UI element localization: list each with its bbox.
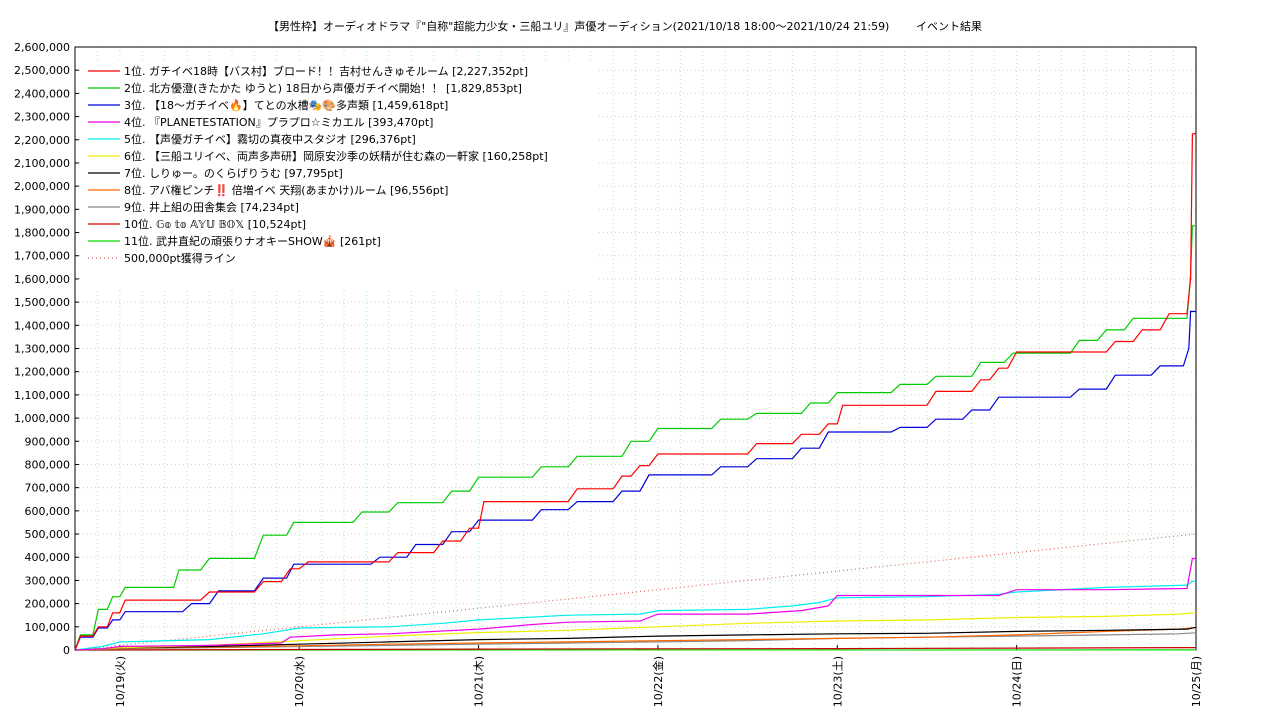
x-tick-label: 10/21(木) xyxy=(473,656,486,707)
y-tick-label: 2,300,000 xyxy=(14,111,70,124)
series-line-10 xyxy=(74,647,1197,651)
series-line-5 xyxy=(74,580,1197,651)
legend-label: 4位. 『PLANETESTATION』プラプロ☆ミカエル [393,470pt… xyxy=(124,115,433,129)
y-tick-label: 100,000 xyxy=(25,621,71,634)
legend-label: 7位. しりゅー。のくらげりうむ [97,795pt] xyxy=(124,166,343,180)
legend-label: 1位. ガチイベ18時【バス村】ブロード！！吉村せんきゅそルーム [2,227,… xyxy=(124,64,528,78)
series-lines xyxy=(74,132,1197,651)
y-tick-label: 1,600,000 xyxy=(14,273,70,286)
y-tick-label: 1,200,000 xyxy=(14,366,70,379)
legend-label: 500,000pt獲得ライン xyxy=(124,252,236,265)
y-tick-label: 0 xyxy=(63,644,70,657)
legend-label: 10位. 𝔾𝕠 𝕥𝕠 𝔸𝕐𝕌 𝔹𝕆𝕏 [10,524pt] xyxy=(124,217,306,231)
y-axis: 0 100,000 200,000 300,000 400,000 500,000 600,… xyxy=(14,41,79,657)
legend: 1位. ガチイベ18時【バス村】ブロード！！吉村せんきゅそルーム [2,227,… xyxy=(80,62,597,290)
y-tick-label: 1,800,000 xyxy=(14,227,70,240)
y-tick-label: 1,100,000 xyxy=(14,389,70,402)
legend-label: 6位. 【三船ユリイベ、両声多声研】岡原安沙季の妖精が住む森の一軒家 [160,… xyxy=(124,149,548,163)
series-line-4 xyxy=(74,557,1197,651)
series-line-2 xyxy=(74,225,1197,651)
y-tick-label: 1,900,000 xyxy=(14,203,70,216)
y-tick-label: 1,500,000 xyxy=(14,296,70,309)
y-tick-label: 200,000 xyxy=(25,598,71,611)
y-tick-label: 2,600,000 xyxy=(14,41,70,54)
x-tick-label: 10/22(金) xyxy=(651,656,665,707)
chart-title: 【男性枠】オーディオドラマ『"自称"超能力少女・三船ユリ』声優オーディション(2… xyxy=(268,19,889,33)
x-tick-label: 10/23(土) xyxy=(831,656,844,707)
y-tick-label: 600,000 xyxy=(25,505,71,518)
series-line-7 xyxy=(74,626,1197,651)
y-tick-label: 1,400,000 xyxy=(14,319,70,332)
y-tick-label: 2,200,000 xyxy=(14,134,70,147)
legend-label: 11位. 武井直紀の頑張りナオキーSHOW🎪 [261pt] xyxy=(124,234,381,248)
y-tick-label: 2,500,000 xyxy=(14,64,70,77)
y-tick-label: 1,700,000 xyxy=(14,250,70,263)
series-line-8 xyxy=(74,627,1197,651)
legend-label: 8位. アバ権ピンチ‼️ 倍増イベ 天翔(あまかけ)ルーム [96,556pt] xyxy=(124,183,448,197)
series-line-3 xyxy=(74,310,1197,651)
y-tick-label: 800,000 xyxy=(25,458,71,471)
x-tick-label: 10/20(水) xyxy=(293,656,306,707)
y-tick-label: 500,000 xyxy=(25,528,71,541)
y-tick-label: 700,000 xyxy=(25,482,71,495)
legend-label: 5位. 【声優ガチイベ】霧切の真夜中スタジオ [296,376pt] xyxy=(124,132,416,146)
y-tick-label: 400,000 xyxy=(25,551,71,564)
y-tick-label: 2,100,000 xyxy=(14,157,70,170)
legend-label: 2位. 北方優澄(きたかた ゆうと) 18日から声優ガチイベ開始！！ [1,82… xyxy=(124,81,522,95)
x-tick-label: 10/19(火) xyxy=(114,656,127,707)
y-tick-label: 1,000,000 xyxy=(14,412,70,425)
x-axis: 10/19(火) 10/20(水) 10/21(木) 10/22(金) 10/23(土)… xyxy=(114,645,1203,707)
legend-label: 3位. 【18〜ガチイベ🔥】てとの水槽🎭🎨多声類 [1,459,618pt] xyxy=(124,98,448,112)
y-tick-label: 2,000,000 xyxy=(14,180,70,193)
y-tick-label: 300,000 xyxy=(25,574,71,587)
x-tick-label: 10/24(日) xyxy=(1011,656,1024,707)
chart-subtitle: イベント結果 xyxy=(916,19,982,33)
y-tick-label: 900,000 xyxy=(25,435,71,448)
x-tick-label: 10/25(月) xyxy=(1190,656,1203,707)
y-tick-label: 2,400,000 xyxy=(14,87,70,100)
y-tick-label: 1,300,000 xyxy=(14,343,70,356)
legend-box xyxy=(80,62,597,290)
legend-label: 9位. 井上組の田舎集会 [74,234pt] xyxy=(124,200,299,214)
series-line-1 xyxy=(74,132,1197,651)
